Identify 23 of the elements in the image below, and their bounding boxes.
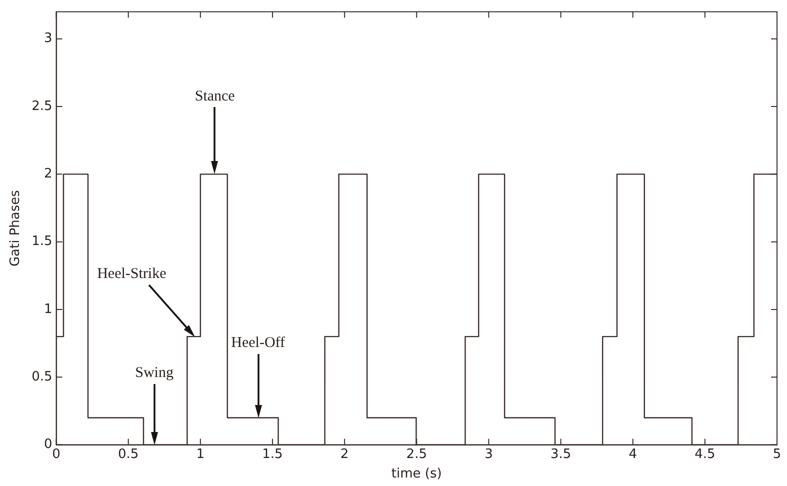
annotation: Stance: [194, 88, 236, 105]
x-tick-label: 4.5: [694, 446, 716, 462]
y-tick-label: 1.5: [32, 234, 52, 250]
x-tick-label: 5: [772, 446, 782, 462]
y-tick-label: 3: [44, 31, 52, 46]
y-axis-title: Gati Phases: [8, 190, 24, 267]
y-tick-label: 2.5: [32, 98, 52, 114]
x-tick-label: 3.5: [550, 446, 572, 462]
x-tick-label: 1: [196, 446, 205, 462]
annotation: Heel-Off: [231, 335, 286, 352]
x-tick-label: 4: [628, 446, 637, 462]
x-tick-label: 2.5: [406, 446, 427, 462]
y-tick-label: 0: [44, 437, 52, 452]
x-tick-label: 2: [340, 446, 349, 462]
x-axis-title: time (s): [391, 466, 442, 482]
y-tick-label: 0.5: [32, 370, 52, 385]
y-tick-label: 1: [44, 302, 52, 317]
annotation: Heel-Strike: [97, 266, 167, 282]
x-tick-label: 1.5: [262, 446, 283, 462]
x-tick-label: 3: [484, 446, 493, 462]
x-tick-label: 0.5: [118, 446, 139, 462]
y-tick-label: 2: [44, 166, 52, 182]
annotation: Swing: [135, 365, 174, 382]
